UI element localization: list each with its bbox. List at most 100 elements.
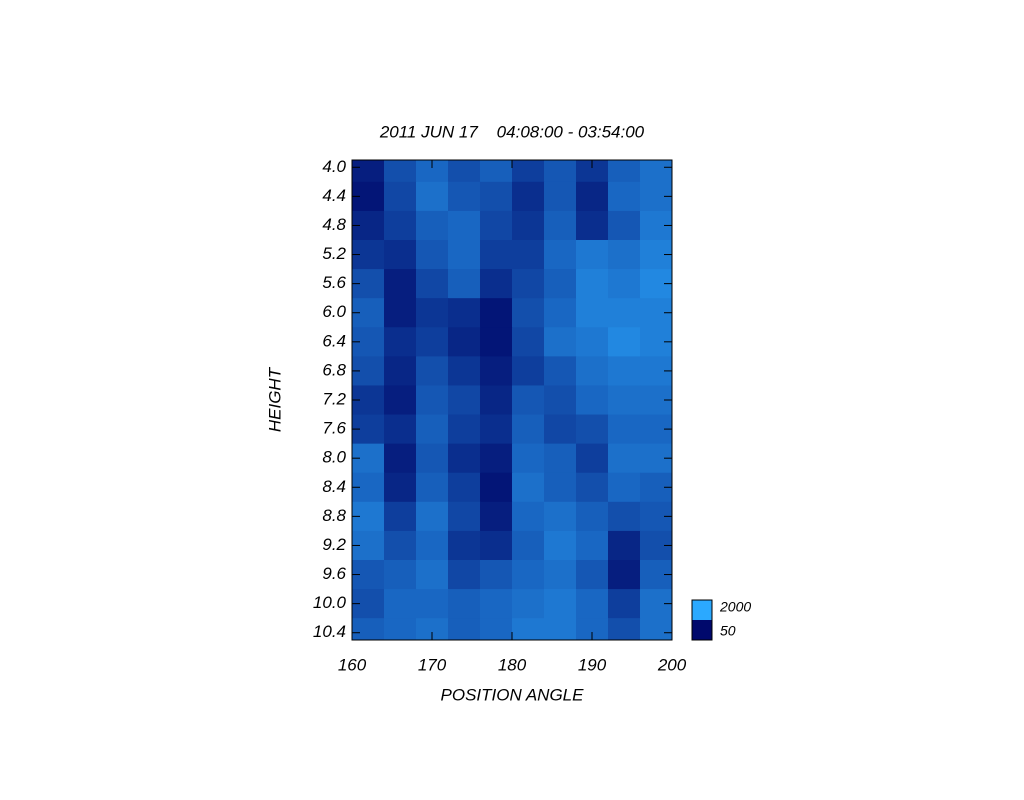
y-tick-label: 9.6 <box>322 564 346 583</box>
cell <box>384 560 417 590</box>
cell <box>576 327 609 357</box>
cell <box>480 240 513 270</box>
cell <box>384 160 417 183</box>
y-tick-label: 6.0 <box>322 302 346 321</box>
cell <box>448 472 481 503</box>
cell <box>576 385 609 416</box>
cell <box>608 472 641 503</box>
y-tick-label: 5.2 <box>322 244 346 263</box>
cell <box>544 240 577 270</box>
cell <box>512 530 545 561</box>
cell <box>416 327 449 357</box>
cell <box>512 385 545 416</box>
y-tick-label: 4.4 <box>322 186 346 205</box>
y-tick-label: 9.2 <box>322 535 346 554</box>
cell <box>480 414 513 445</box>
cell <box>384 472 417 503</box>
cell <box>576 181 609 212</box>
cell <box>448 618 481 640</box>
cell <box>448 414 481 445</box>
cell <box>448 160 481 183</box>
y-tick-label: 4.8 <box>322 215 346 234</box>
cell <box>416 298 449 328</box>
cell <box>576 472 609 503</box>
heatmap <box>352 160 672 640</box>
cell <box>512 356 545 386</box>
cell <box>512 181 545 212</box>
y-tick-label: 8.0 <box>322 448 346 467</box>
cell <box>576 298 609 328</box>
cell <box>544 618 577 640</box>
cell <box>384 443 417 474</box>
cell <box>544 356 577 386</box>
cell <box>608 356 641 386</box>
cell <box>512 414 545 445</box>
y-axis-label: HEIGHT <box>265 366 284 432</box>
cell <box>512 472 545 503</box>
cell <box>512 327 545 357</box>
cell <box>416 181 449 212</box>
cell <box>608 269 641 299</box>
y-tick-label: 7.2 <box>322 389 346 408</box>
cell <box>384 385 417 416</box>
cell <box>544 530 577 561</box>
y-tick-label: 8.4 <box>322 477 346 496</box>
cell <box>384 356 417 386</box>
cell <box>608 443 641 474</box>
cell <box>512 443 545 474</box>
cell <box>544 443 577 474</box>
cell <box>608 385 641 416</box>
colorbar-high <box>692 600 712 620</box>
cell <box>576 269 609 299</box>
cell <box>576 443 609 474</box>
cell <box>544 385 577 416</box>
cell <box>608 240 641 270</box>
cell <box>384 414 417 445</box>
cell <box>480 530 513 561</box>
cell <box>576 414 609 445</box>
cell <box>544 160 577 183</box>
cell <box>512 560 545 590</box>
cell <box>416 269 449 299</box>
cell <box>480 269 513 299</box>
cell <box>448 298 481 328</box>
cell <box>384 269 417 299</box>
cell <box>416 210 449 241</box>
cell <box>576 501 609 532</box>
cell <box>544 472 577 503</box>
cell <box>608 327 641 357</box>
x-tick-label: 200 <box>657 655 687 674</box>
cell <box>448 356 481 386</box>
cell <box>544 327 577 357</box>
y-tick-label: 5.6 <box>322 273 346 292</box>
cell <box>512 269 545 299</box>
cell <box>608 298 641 328</box>
cell <box>608 160 641 183</box>
cell <box>416 356 449 386</box>
cell <box>608 210 641 241</box>
cell <box>608 414 641 445</box>
cell <box>608 501 641 532</box>
cell <box>480 560 513 590</box>
cell <box>448 443 481 474</box>
cell <box>384 298 417 328</box>
cell <box>448 560 481 590</box>
y-tick-label: 6.4 <box>322 331 346 350</box>
cell <box>448 210 481 241</box>
cell <box>608 589 641 619</box>
cell <box>416 501 449 532</box>
cell <box>448 589 481 619</box>
cell <box>608 618 641 640</box>
cell <box>608 530 641 561</box>
cell <box>480 501 513 532</box>
cell <box>480 472 513 503</box>
cell <box>544 414 577 445</box>
cell <box>576 240 609 270</box>
cell <box>448 181 481 212</box>
colorbar-low <box>692 620 712 640</box>
chart-title: 2011 JUN 17 04:08:00 - 03:54:00 <box>379 122 645 141</box>
cell <box>576 210 609 241</box>
cell <box>416 240 449 270</box>
cell <box>576 618 609 640</box>
